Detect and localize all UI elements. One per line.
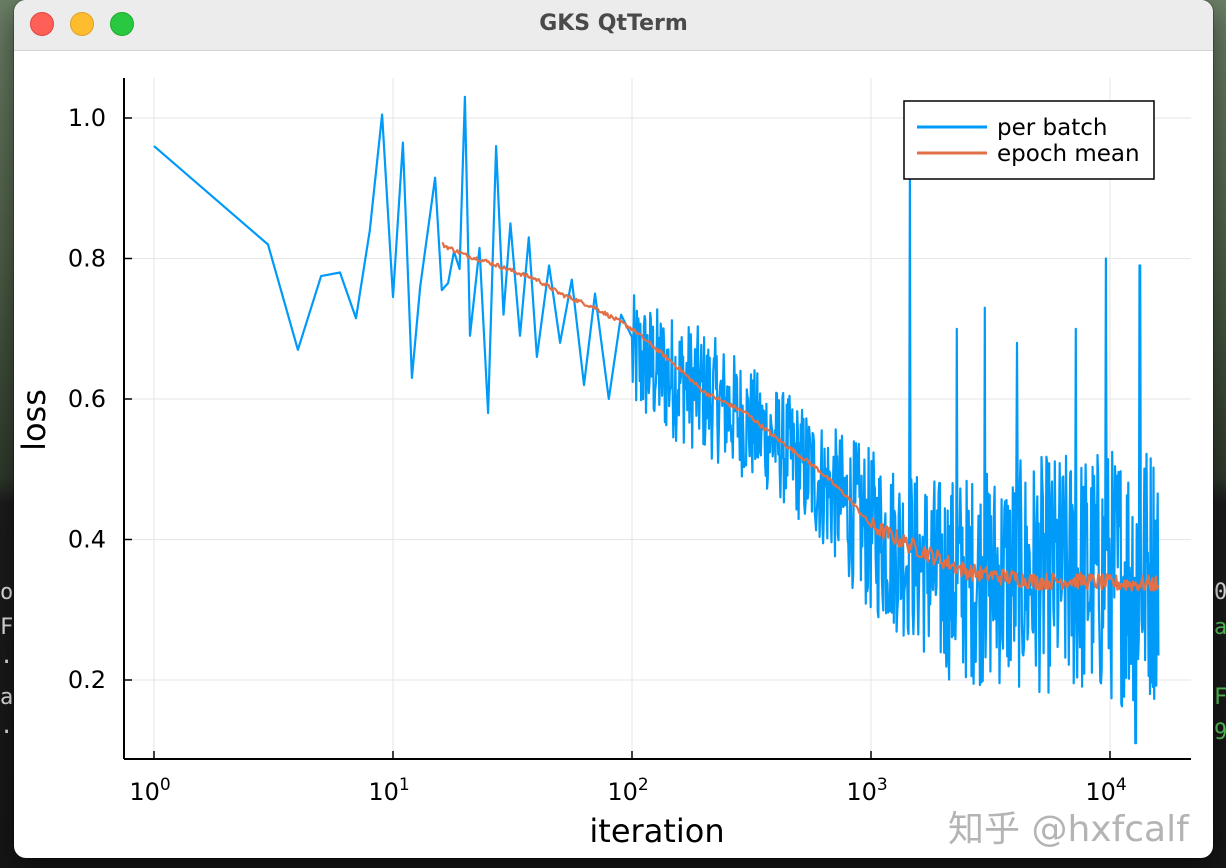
legend-label-epoch-mean: epoch mean: [997, 141, 1140, 167]
minimize-window-button[interactable]: [70, 12, 94, 36]
series-epoch-mean-line: [441, 242, 1160, 592]
watermark: 知乎 @hxfcalf: [948, 809, 1189, 850]
background-terminal-left: o F · a ·: [0, 580, 14, 745]
y-tick-label: 0.4: [68, 526, 106, 554]
y-tick-label: 0.2: [68, 666, 106, 694]
x-tick-label: 100: [129, 775, 170, 806]
axes: [123, 78, 1191, 760]
series-layer: [153, 95, 1160, 745]
window-titlebar[interactable]: GKS QtTerm: [14, 0, 1213, 51]
y-tick-label: 1.0: [68, 104, 106, 132]
y-axis-label: loss: [15, 389, 53, 451]
plot-window: GKS QtTerm 100 101 102 103 104 0.2 0.4 0.6 0.8 1.…: [14, 0, 1213, 858]
window-title: GKS QtTerm: [539, 11, 688, 36]
y-tick-label: 0.6: [68, 385, 106, 413]
x-axis-label: iteration: [589, 812, 724, 850]
x-tick-label: 103: [846, 775, 887, 806]
background-terminal-right: 0 a F 9: [1214, 580, 1226, 745]
legend-box: [903, 100, 1155, 180]
series-per-batch-line: [153, 95, 1160, 745]
maximize-window-button[interactable]: [110, 12, 134, 36]
x-tick-label: 104: [1085, 775, 1126, 806]
close-window-button[interactable]: [30, 12, 54, 36]
x-tick-label: 101: [368, 775, 409, 806]
legend: per batch epoch mean: [903, 100, 1155, 180]
x-tick-exponent: 0: [160, 775, 171, 795]
legend-label-per-batch: per batch: [997, 115, 1107, 141]
y-tick-label: 0.8: [68, 245, 106, 273]
x-tick-exponent: 1: [399, 775, 410, 795]
x-tick-label: 102: [607, 775, 648, 806]
x-tick-exponent: 4: [1116, 775, 1127, 795]
x-tick-exponent: 2: [638, 775, 649, 795]
x-tick-exponent: 3: [877, 775, 888, 795]
grid-lines: [124, 78, 1191, 759]
